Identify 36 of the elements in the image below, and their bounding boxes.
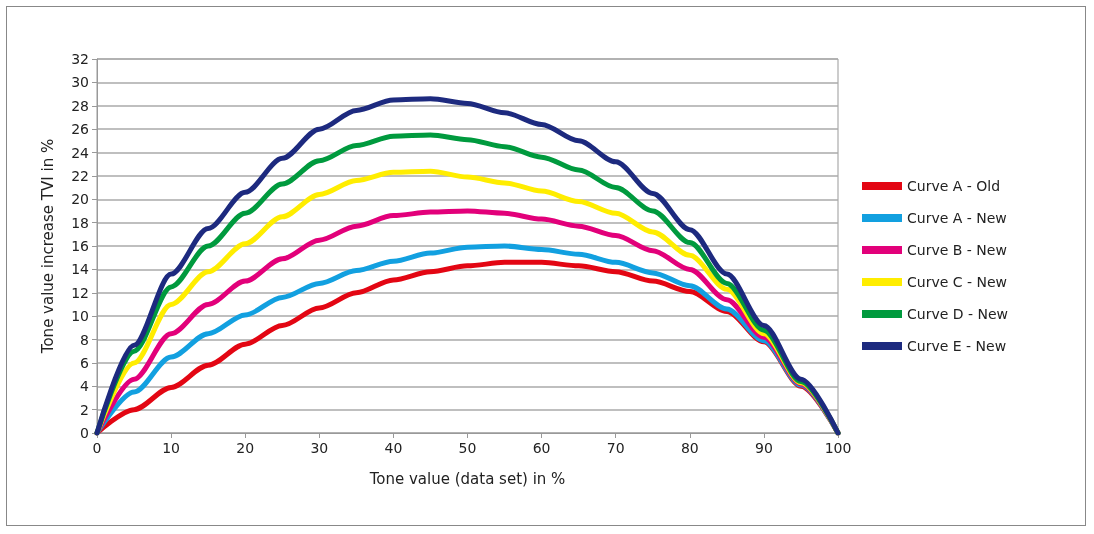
y-tick-label: 18	[71, 214, 89, 231]
y-tick-label: 28	[71, 97, 89, 114]
y-tick-label: 22	[71, 167, 89, 184]
x-tick-label: 40	[384, 440, 403, 456]
y-tick-label: 4	[80, 378, 90, 395]
y-tick-label: 8	[80, 331, 89, 348]
y-tick-label: 10	[71, 308, 89, 325]
x-tick-label: 70	[606, 440, 625, 456]
y-axis-title: Tone value increase TVI in %	[38, 138, 57, 355]
legend-label: Curve A - Old	[907, 178, 1001, 194]
y-tick-label: 6	[80, 354, 90, 371]
y-tick-label: 20	[71, 191, 89, 208]
y-tick-label: 14	[71, 261, 90, 278]
x-tick-label: 0	[92, 440, 102, 456]
x-tick-label: 80	[680, 440, 699, 456]
legend-label: Curve B - New	[907, 242, 1007, 258]
x-tick-label: 100	[824, 440, 852, 456]
x-tick-label: 20	[236, 440, 255, 456]
y-tick-label: 16	[71, 238, 90, 254]
y-tick-label: 12	[71, 284, 89, 301]
x-tick-label: 50	[458, 440, 477, 456]
legend-label: Curve E - New	[907, 338, 1007, 354]
y-tick-label: 0	[80, 425, 89, 441]
legend-label: Curve A - New	[907, 210, 1007, 226]
y-tick-label: 2	[80, 401, 89, 418]
x-tick-label: 60	[532, 440, 551, 456]
legend-label: Curve D - New	[907, 306, 1009, 322]
y-tick-label: 30	[71, 74, 89, 91]
x-tick-label: 30	[310, 440, 329, 456]
y-tick-label: 24	[71, 144, 90, 161]
legend-label: Curve C - New	[907, 274, 1008, 290]
x-tick-label: 10	[162, 440, 181, 456]
x-axis-title: Tone value (data set) in %	[368, 469, 566, 488]
y-tick-label: 26	[71, 121, 90, 138]
y-tick-label: 32	[71, 51, 89, 67]
x-tick-label: 90	[754, 440, 773, 456]
